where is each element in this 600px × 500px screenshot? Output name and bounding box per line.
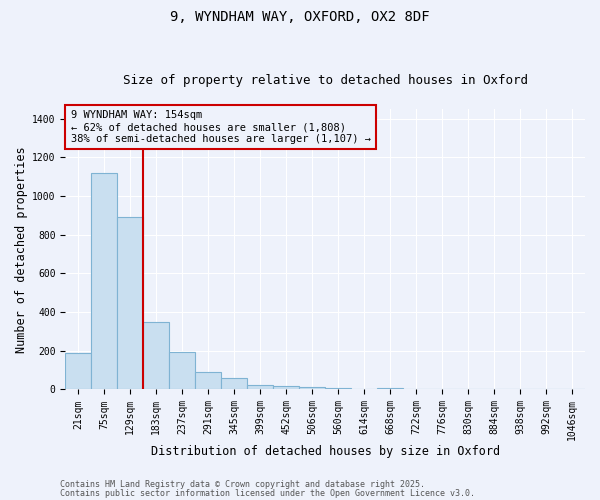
Bar bbox=[221, 378, 247, 390]
Bar bbox=[195, 372, 221, 390]
Bar bbox=[91, 173, 118, 390]
Text: 9 WYNDHAM WAY: 154sqm
← 62% of detached houses are smaller (1,808)
38% of semi-d: 9 WYNDHAM WAY: 154sqm ← 62% of detached … bbox=[71, 110, 371, 144]
X-axis label: Distribution of detached houses by size in Oxford: Distribution of detached houses by size … bbox=[151, 444, 500, 458]
Bar bbox=[247, 385, 273, 390]
Bar bbox=[377, 388, 403, 390]
Bar bbox=[403, 388, 429, 390]
Text: Contains HM Land Registry data © Crown copyright and database right 2025.: Contains HM Land Registry data © Crown c… bbox=[60, 480, 425, 489]
Title: Size of property relative to detached houses in Oxford: Size of property relative to detached ho… bbox=[122, 74, 527, 87]
Bar bbox=[169, 352, 195, 390]
Text: 9, WYNDHAM WAY, OXFORD, OX2 8DF: 9, WYNDHAM WAY, OXFORD, OX2 8DF bbox=[170, 10, 430, 24]
Y-axis label: Number of detached properties: Number of detached properties bbox=[15, 146, 28, 352]
Bar bbox=[299, 387, 325, 390]
Text: Contains public sector information licensed under the Open Government Licence v3: Contains public sector information licen… bbox=[60, 488, 475, 498]
Bar bbox=[273, 386, 299, 390]
Bar bbox=[325, 388, 351, 390]
Bar bbox=[65, 352, 91, 390]
Bar bbox=[118, 218, 143, 390]
Bar bbox=[143, 322, 169, 390]
